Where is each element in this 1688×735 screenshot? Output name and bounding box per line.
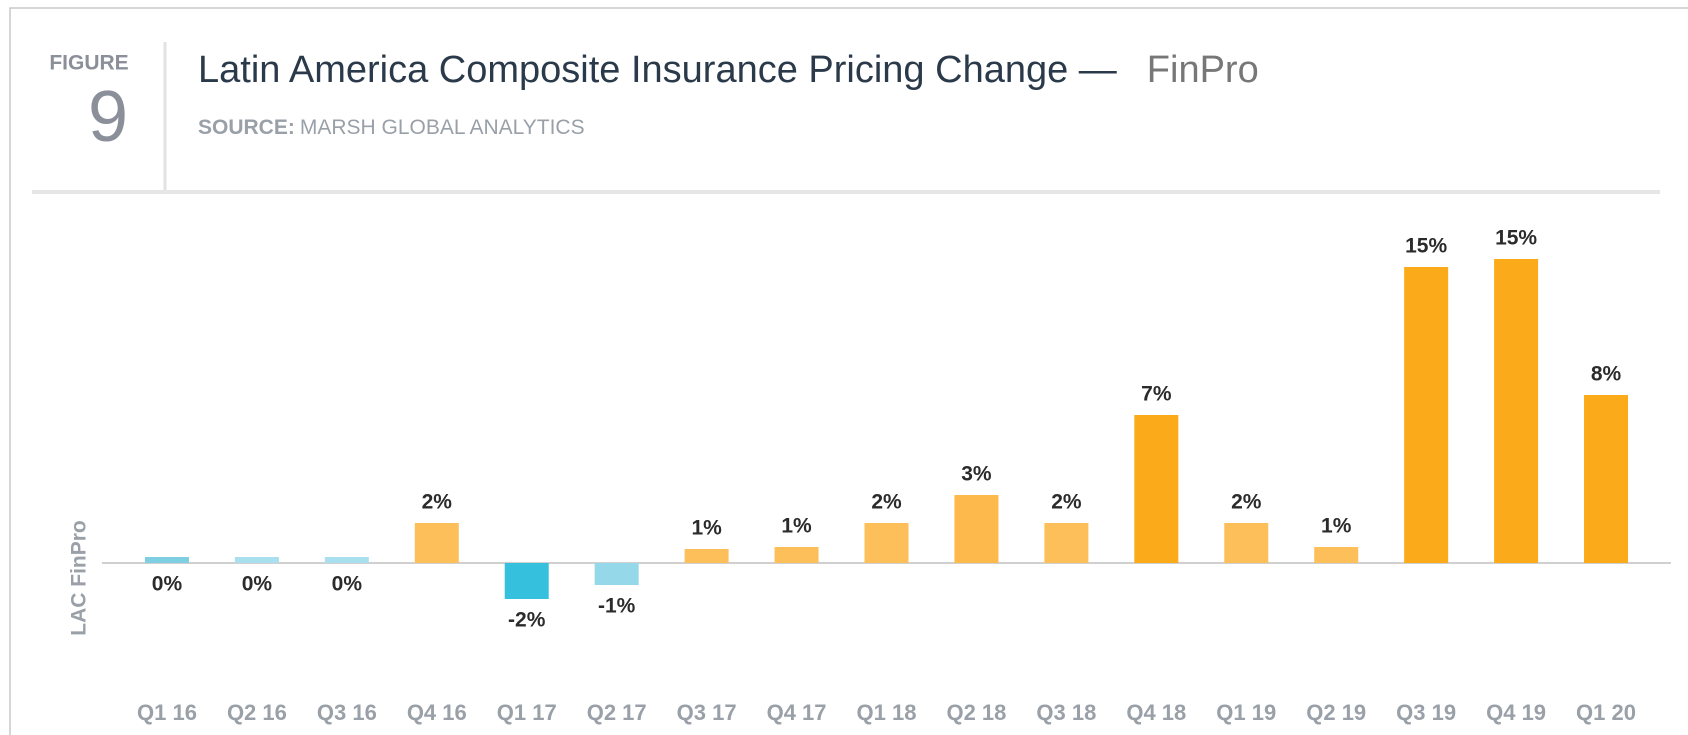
data-label: 15%	[1405, 235, 1447, 258]
x-tick-label: Q2 17	[587, 700, 647, 725]
figure-label: FIGURE	[49, 52, 128, 75]
bar	[774, 547, 819, 563]
frame	[9, 7, 1688, 735]
chart-title: Latin America Composite Insurance Pricin…	[198, 49, 1259, 91]
bar	[1134, 415, 1179, 563]
bar	[1314, 547, 1359, 563]
x-tick-label: Q3 17	[677, 700, 737, 725]
bar	[864, 523, 909, 563]
y-axis-label: LAC FinPro	[68, 520, 91, 636]
x-tick-label: Q1 16	[137, 700, 197, 725]
data-label: -2%	[508, 609, 546, 632]
x-tick-label: Q2 18	[946, 700, 1006, 725]
data-label: 1%	[1321, 515, 1352, 538]
source-name: MARSH GLOBAL ANALYTICS	[300, 116, 585, 139]
bar	[684, 549, 729, 563]
x-tick-label: Q3 19	[1396, 700, 1456, 725]
data-label: 0%	[332, 573, 363, 596]
x-tick-label: Q3 16	[317, 700, 377, 725]
data-label: 15%	[1495, 227, 1537, 250]
x-tick-label: Q4 19	[1486, 700, 1546, 725]
bar	[504, 563, 549, 599]
data-label: 0%	[152, 573, 183, 596]
x-tick-label: Q4 18	[1126, 700, 1186, 725]
bar	[324, 557, 369, 563]
title-main: Latin America Composite Insurance Pricin…	[198, 49, 1117, 91]
bar	[1044, 523, 1089, 563]
figure-number: 9	[88, 77, 128, 157]
data-label: 2%	[422, 491, 453, 514]
data-label: 0%	[242, 573, 273, 596]
data-label: 1%	[781, 515, 812, 538]
x-tick-label: Q1 19	[1216, 700, 1276, 725]
data-label: 8%	[1591, 363, 1622, 386]
data-label: 7%	[1141, 383, 1172, 406]
data-label: 2%	[1051, 491, 1082, 514]
x-tick-label: Q4 17	[767, 700, 827, 725]
bar	[414, 523, 459, 563]
bar	[1404, 267, 1449, 563]
bar	[954, 495, 999, 563]
x-tick-label: Q1 20	[1576, 700, 1636, 725]
bar	[1584, 395, 1629, 563]
x-tick-label: Q2 19	[1306, 700, 1366, 725]
bar	[234, 557, 279, 563]
source-label: SOURCE:	[198, 116, 295, 139]
x-tick-label: Q1 17	[497, 700, 557, 725]
bar	[1494, 259, 1539, 563]
subtitle: FinPro	[1147, 49, 1259, 91]
x-tick-label: Q3 18	[1036, 700, 1096, 725]
source: SOURCE: MARSH GLOBAL ANALYTICS	[198, 116, 585, 139]
data-label: 3%	[961, 463, 992, 486]
x-tick-label: Q1 18	[857, 700, 917, 725]
x-tick-label: Q4 16	[407, 700, 467, 725]
data-label: -1%	[598, 595, 636, 618]
data-label: 2%	[1231, 491, 1262, 514]
data-label: 1%	[691, 517, 722, 540]
bar	[144, 557, 189, 563]
bar	[1224, 523, 1269, 563]
data-label: 2%	[871, 491, 902, 514]
bar	[594, 563, 639, 585]
x-tick-label: Q2 16	[227, 700, 287, 725]
